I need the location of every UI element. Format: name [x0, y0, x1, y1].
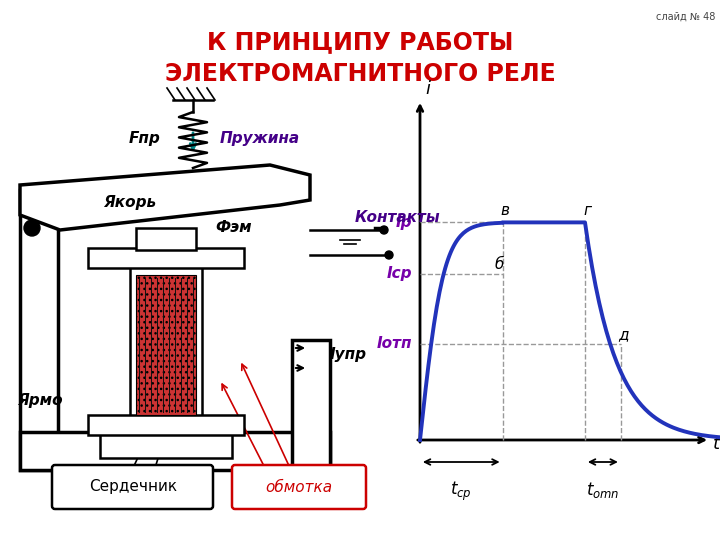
Text: в: в	[500, 204, 509, 218]
Text: t: t	[713, 435, 720, 453]
Text: слайд № 48: слайд № 48	[656, 12, 715, 22]
Text: $t_{omn}$: $t_{omn}$	[586, 480, 620, 500]
Text: ЭЛЕКТРОМАГНИТНОГО РЕЛЕ: ЭЛЕКТРОМАГНИТНОГО РЕЛЕ	[165, 62, 555, 86]
Text: К ПРИНЦИПУ РАБОТЫ: К ПРИНЦИПУ РАБОТЫ	[207, 30, 513, 54]
Text: Ярмо: Ярмо	[17, 393, 63, 408]
Bar	[292, 340, 330, 470]
Circle shape	[385, 251, 393, 259]
Bar	[88, 248, 244, 268]
Circle shape	[380, 226, 388, 234]
Text: Iотп: Iотп	[377, 336, 412, 352]
Text: Сердечник: Сердечник	[89, 480, 177, 495]
Text: Iср: Iср	[387, 266, 412, 281]
Polygon shape	[20, 165, 310, 230]
Text: Iр: Iр	[395, 215, 412, 230]
Text: б: б	[495, 256, 504, 272]
Text: $t_{cp}$: $t_{cp}$	[451, 480, 472, 503]
Bar	[20, 432, 330, 470]
FancyBboxPatch shape	[232, 465, 366, 509]
Text: Fпр: Fпр	[128, 131, 160, 145]
Circle shape	[24, 220, 40, 236]
Bar	[136, 275, 196, 415]
Bar	[88, 415, 244, 435]
Text: Якорь: Якорь	[104, 194, 156, 210]
Text: i: i	[426, 80, 431, 98]
Bar	[20, 190, 58, 470]
Text: Фэм: Фэм	[215, 220, 251, 235]
Text: Пружина: Пружина	[220, 131, 300, 145]
Text: д: д	[618, 327, 629, 342]
Text: Iупр: Iупр	[330, 348, 367, 362]
Bar	[130, 250, 202, 440]
Text: Контакты: Контакты	[355, 211, 441, 226]
Bar	[100, 430, 232, 458]
Text: обмотка: обмотка	[266, 480, 333, 495]
FancyBboxPatch shape	[52, 465, 213, 509]
Bar	[136, 228, 196, 250]
Text: г: г	[583, 204, 591, 218]
